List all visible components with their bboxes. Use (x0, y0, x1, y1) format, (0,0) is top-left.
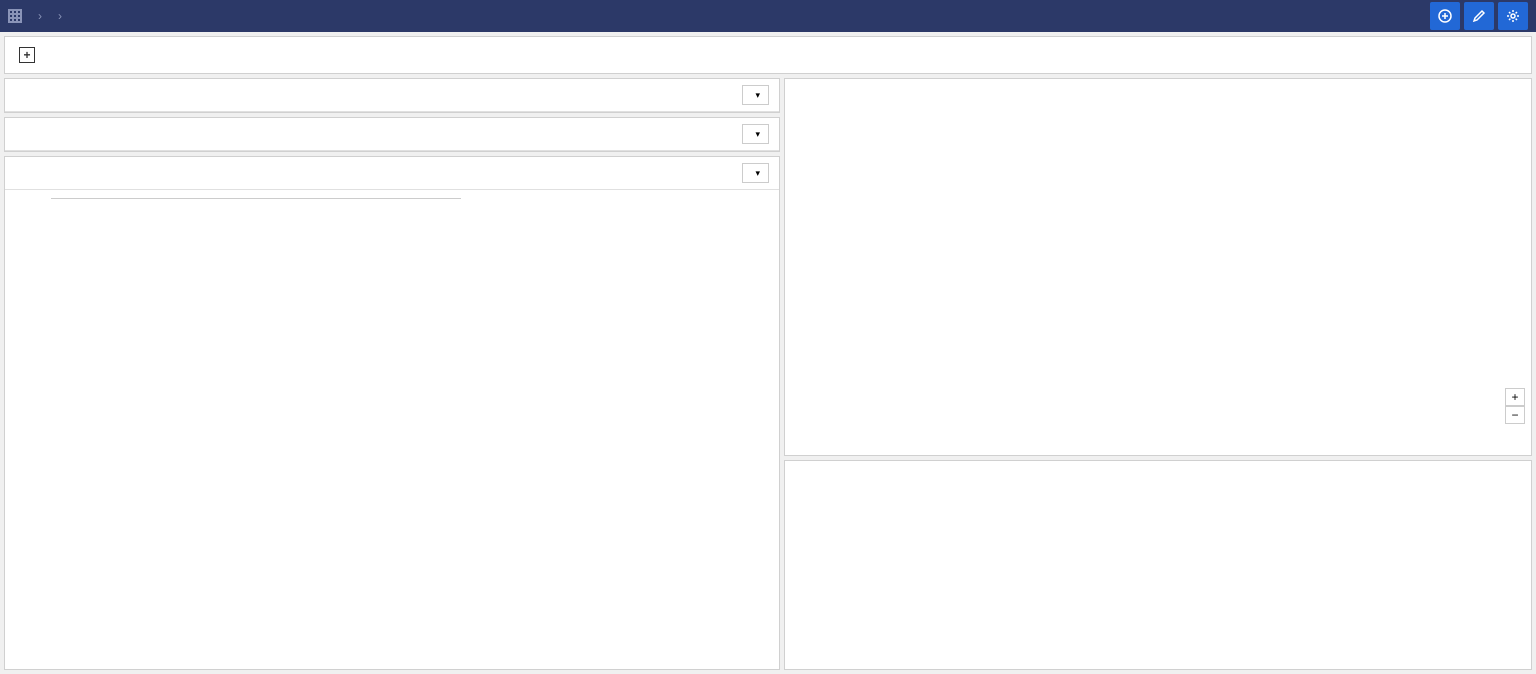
expand-icon[interactable]: + (19, 47, 35, 63)
zoom-out-button[interactable]: − (1505, 406, 1525, 424)
panel-map: + − (784, 78, 1532, 456)
settings-button[interactable] (1498, 2, 1528, 30)
panel-diagnosed (4, 78, 780, 113)
zoom-control: + − (1505, 388, 1525, 424)
edit-button[interactable] (1464, 2, 1494, 30)
map-svg[interactable] (785, 95, 1305, 425)
topbar: › › (0, 0, 1536, 32)
page-title-bar: + (4, 36, 1532, 74)
grid-icon (8, 9, 22, 23)
date-selector[interactable] (742, 124, 769, 144)
map-title (785, 79, 1531, 95)
breadcrumb: › › (8, 9, 1430, 23)
topbar-actions (1430, 2, 1528, 30)
age-donut-chart (471, 198, 771, 661)
date-selector[interactable] (742, 163, 769, 183)
date-selector[interactable] (742, 85, 769, 105)
age-bar-chart (13, 198, 461, 661)
add-button[interactable] (1430, 2, 1460, 30)
panel-checked (4, 117, 780, 152)
zoom-in-button[interactable]: + (1505, 388, 1525, 406)
panel-line (784, 460, 1532, 670)
panel-age (4, 156, 780, 670)
chevron-icon: › (58, 9, 62, 23)
chevron-icon: › (38, 9, 42, 23)
line-chart (785, 477, 1525, 652)
line-title (785, 461, 1531, 477)
